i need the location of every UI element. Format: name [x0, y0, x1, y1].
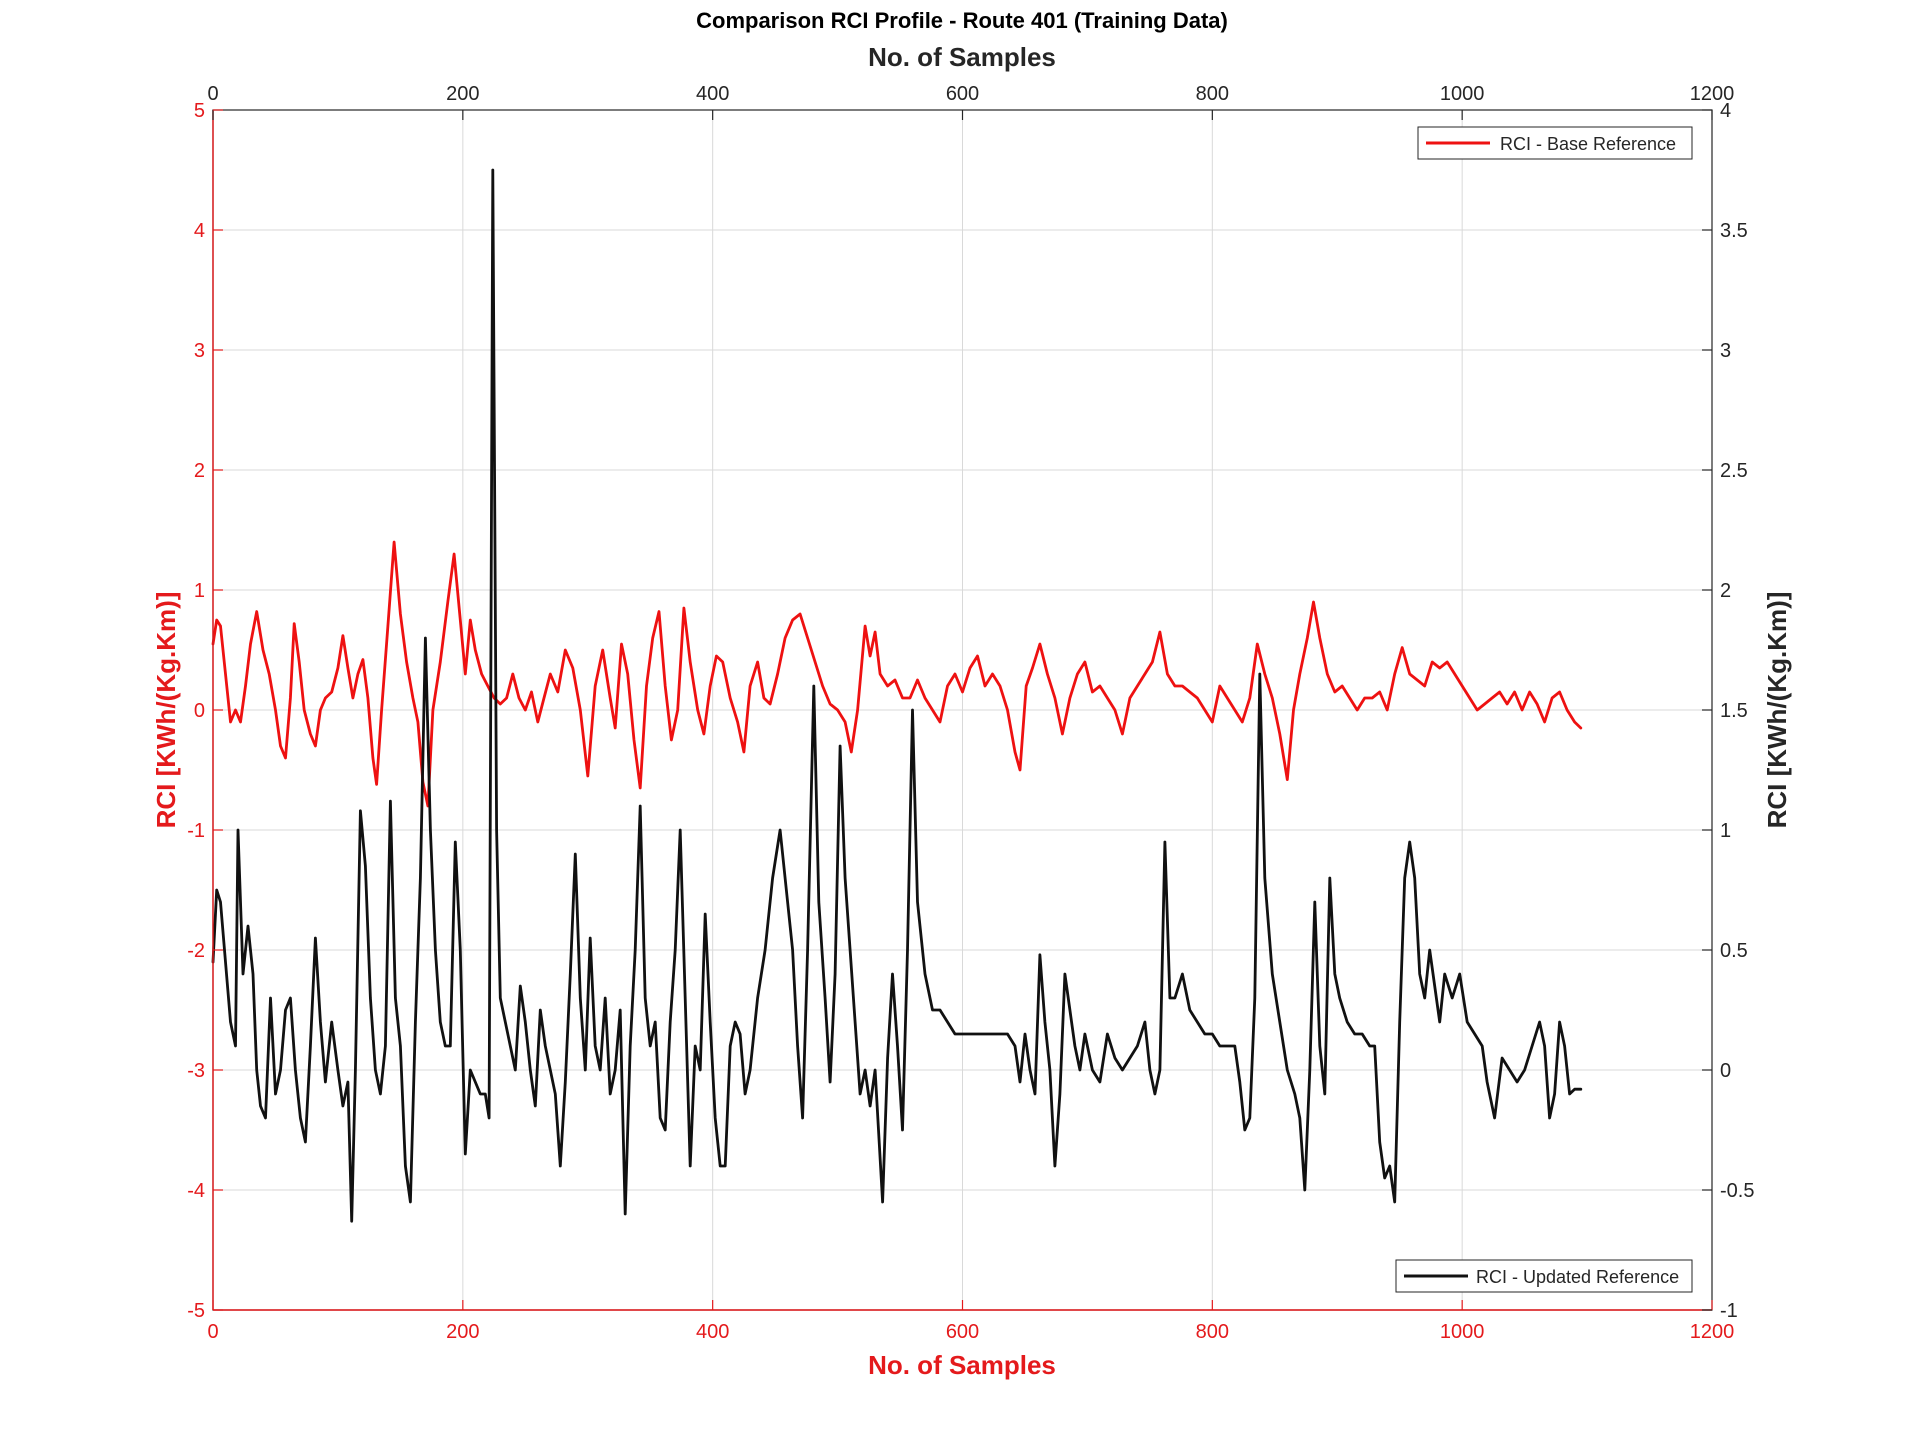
y-tick-label-left: -5 [187, 1300, 205, 1322]
x-tick-label-top: 1000 [1440, 83, 1485, 105]
y-tick-label-left: -3 [187, 1060, 205, 1082]
y-tick-label-right: 3.5 [1720, 220, 1748, 242]
y-tick-label-right: 1.5 [1720, 700, 1748, 722]
tick-layer: 0020020040040060060080080010001000120012… [187, 83, 1754, 1343]
x-tick-label-top: 0 [207, 83, 218, 105]
y-tick-label-left: 2 [194, 460, 205, 482]
series-line-base-reference [211, 540, 1583, 808]
y-tick-label-right: 1 [1720, 820, 1731, 842]
x-tick-label-bottom: 400 [696, 1321, 729, 1343]
y-tick-label-right: -1 [1720, 1300, 1738, 1322]
x-tick-label-bottom: 0 [207, 1321, 218, 1343]
y-tick-label-right: -0.5 [1720, 1180, 1754, 1202]
y-tick-label-left: -2 [187, 940, 205, 962]
y-tick-label-left: -4 [187, 1180, 205, 1202]
x-tick-label-bottom: 800 [1196, 1321, 1229, 1343]
x-tick-label-bottom: 1000 [1440, 1321, 1485, 1343]
y-tick-label-right: 4 [1720, 100, 1731, 122]
legend-base: RCI - Base Reference [1417, 126, 1693, 160]
series-line-updated-reference [211, 168, 1583, 1223]
y-tick-label-right: 3 [1720, 340, 1731, 362]
y-tick-label-left: 1 [194, 580, 205, 602]
y-tick-label-right: 2.5 [1720, 460, 1748, 482]
y-tick-label-left: 5 [194, 100, 205, 122]
x-tick-label-top: 800 [1196, 83, 1229, 105]
x-tick-label-top: 600 [946, 83, 979, 105]
x-axis-title-bottom: No. of Samples [868, 1350, 1056, 1380]
legend-base-label: RCI - Base Reference [1500, 134, 1676, 154]
y-tick-label-left: -1 [187, 820, 205, 842]
x-tick-label-bottom: 1200 [1690, 1321, 1735, 1343]
x-tick-label-bottom: 600 [946, 1321, 979, 1343]
y-tick-label-right: 0 [1720, 1060, 1731, 1082]
x-tick-label-top: 1200 [1690, 83, 1735, 105]
legend-updated-label: RCI - Updated Reference [1476, 1267, 1679, 1287]
x-axis-title-top: No. of Samples [868, 42, 1056, 72]
y-tick-label-left: 0 [194, 700, 205, 722]
x-tick-label-bottom: 200 [446, 1321, 479, 1343]
y-tick-label-right: 0.5 [1720, 940, 1748, 962]
y-tick-label-left: 4 [194, 220, 205, 242]
grid [213, 110, 1712, 1310]
chart-title: Comparison RCI Profile - Route 401 (Trai… [696, 8, 1228, 33]
x-tick-label-top: 400 [696, 83, 729, 105]
x-tick-label-top: 200 [446, 83, 479, 105]
legend-updated: RCI - Updated Reference [1395, 1259, 1693, 1293]
y-axis-title-left: RCI [KWh/(Kg.Km)] [151, 592, 181, 829]
y-tick-label-left: 3 [194, 340, 205, 362]
y-tick-label-right: 2 [1720, 580, 1731, 602]
series-layer [211, 168, 1583, 1223]
y-axis-title-right: RCI [KWh/(Kg.Km)] [1762, 592, 1792, 829]
